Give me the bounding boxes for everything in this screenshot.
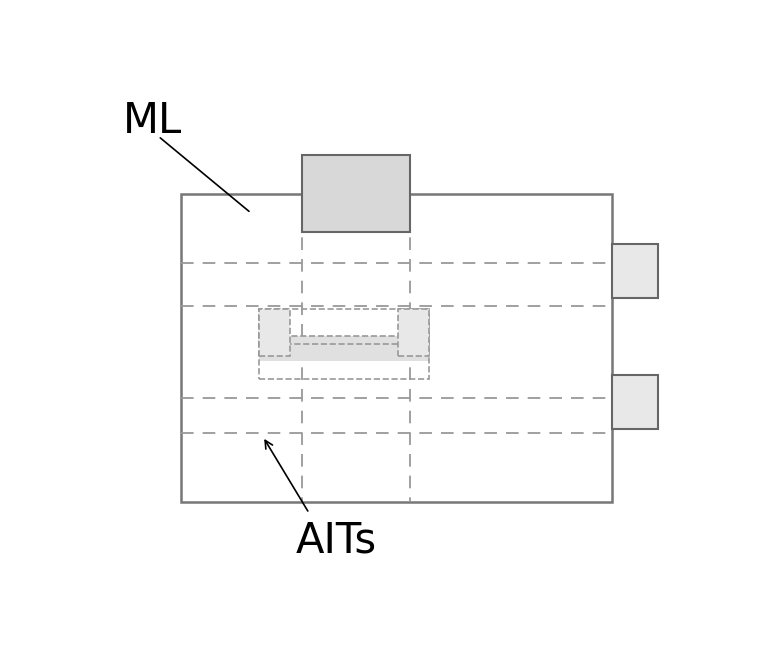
Bar [611,244,658,298]
Text: ML: ML [123,100,182,142]
Bar [301,155,410,232]
Bar [181,194,611,502]
Bar [611,375,658,429]
Bar [259,336,429,361]
Bar [259,310,290,356]
Bar [398,310,429,356]
Bar [259,310,429,344]
Text: AITs: AITs [296,519,377,562]
Bar [259,336,429,379]
